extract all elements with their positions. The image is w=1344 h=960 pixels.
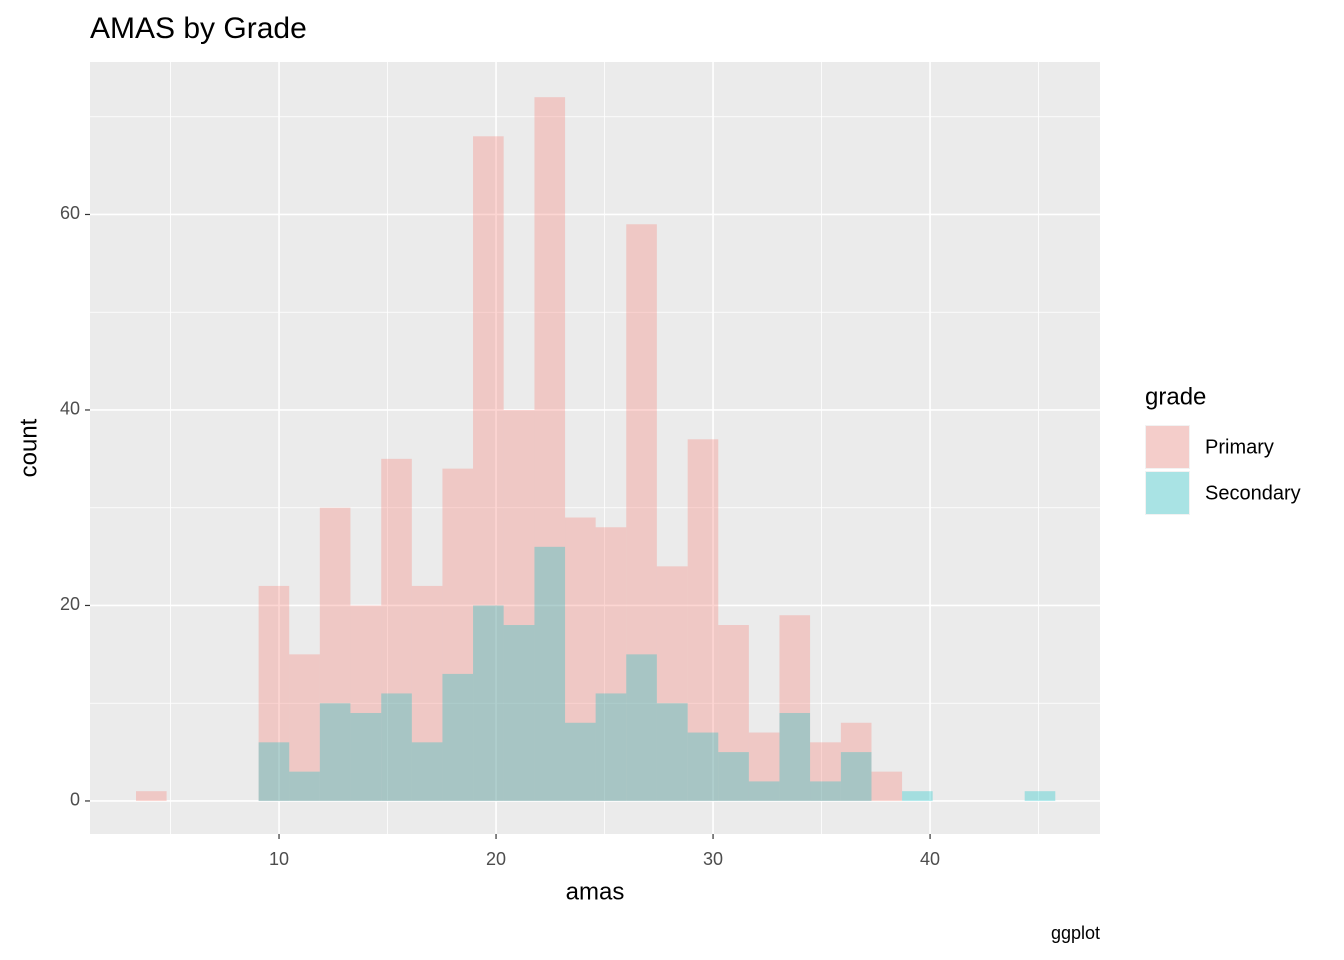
histogram-bar — [687, 439, 719, 801]
histogram-bar — [595, 527, 627, 801]
histogram-bar — [810, 781, 841, 801]
histogram-bar — [411, 742, 443, 801]
y-tick-label: 60 — [60, 203, 80, 223]
histogram-bar — [258, 742, 290, 801]
histogram-bar — [779, 615, 811, 801]
x-tick-label: 40 — [920, 849, 940, 869]
histogram-bar — [411, 585, 443, 801]
y-tick-label: 40 — [60, 399, 80, 419]
legend-title: grade — [1145, 383, 1206, 410]
histogram-bar — [473, 136, 504, 801]
histogram-bar — [319, 703, 351, 801]
histogram-bar — [381, 693, 412, 801]
histogram-bar — [258, 585, 290, 801]
histogram-bar — [503, 625, 535, 801]
histogram-bar — [473, 605, 504, 801]
chart-title: AMAS by Grade — [90, 12, 307, 45]
histogram-bar — [871, 771, 903, 801]
histogram-bar — [779, 712, 811, 801]
histogram-bar — [748, 732, 780, 801]
histogram-bar — [718, 752, 749, 801]
legend-key-bg — [1145, 471, 1190, 515]
histogram-bar — [565, 722, 596, 801]
histogram-bar — [748, 781, 780, 801]
histogram-bar — [319, 507, 351, 801]
histogram-bar — [534, 546, 566, 801]
y-axis-label: count — [15, 418, 42, 477]
histogram-bar — [289, 654, 320, 801]
legend-label: Primary — [1205, 436, 1274, 458]
histogram-bar — [442, 468, 474, 801]
histogram-bar — [350, 605, 382, 801]
histogram-bar — [656, 703, 688, 801]
x-tick-label: 30 — [703, 849, 723, 869]
x-tick-label: 20 — [486, 849, 506, 869]
histogram-bar — [1024, 791, 1056, 801]
y-tick-label: 0 — [70, 790, 80, 810]
legend-key-bg — [1145, 425, 1190, 469]
caption: ggplot — [1051, 923, 1100, 943]
histogram-bar — [687, 732, 719, 801]
histogram-bar — [595, 693, 627, 801]
legend-swatch — [1146, 426, 1189, 468]
histogram-bar — [381, 458, 412, 801]
legend-swatch — [1146, 472, 1189, 514]
x-tick-label: 10 — [269, 849, 289, 869]
y-tick-label: 20 — [60, 594, 80, 614]
histogram-bar — [626, 654, 657, 801]
histogram-bar — [840, 722, 872, 801]
histogram-bar — [350, 712, 382, 801]
legend-label: Secondary — [1205, 482, 1301, 504]
histogram-bar — [626, 224, 657, 801]
histogram-bar — [656, 566, 688, 801]
histogram-bar — [718, 625, 749, 801]
histogram-bar — [503, 409, 535, 801]
histogram-bar — [442, 673, 474, 801]
histogram-bar — [840, 752, 872, 801]
histogram-bar — [136, 791, 167, 801]
x-axis-label: amas — [566, 878, 625, 905]
plot-panel — [90, 62, 1100, 834]
histogram-bar — [565, 517, 596, 801]
histogram-bar — [289, 771, 320, 801]
histogram-bar — [902, 791, 933, 801]
histogram-bar — [810, 742, 841, 801]
histogram-bar — [534, 97, 566, 801]
